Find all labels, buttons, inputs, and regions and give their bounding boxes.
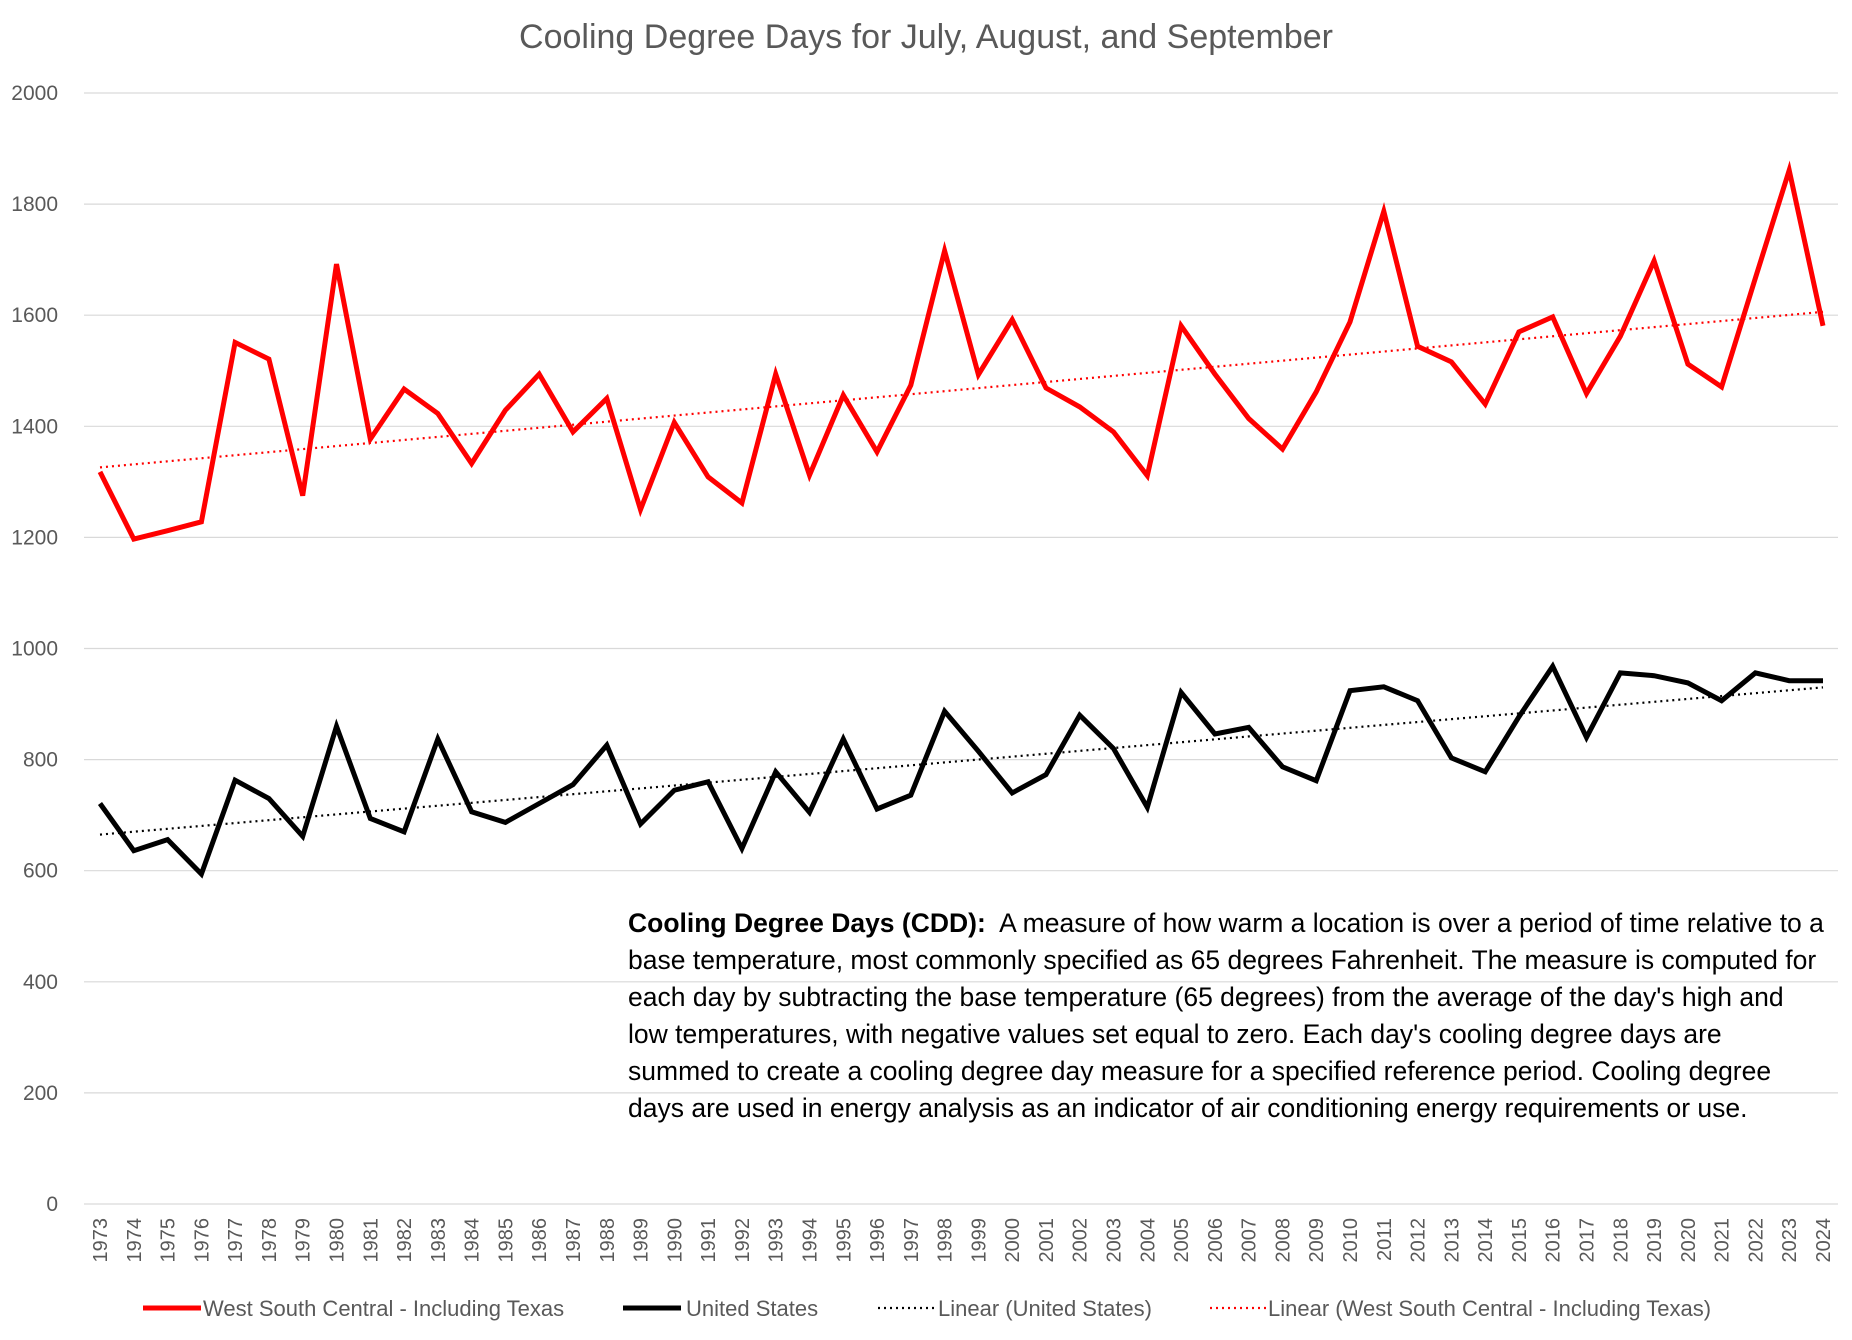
y-tick-label: 200 xyxy=(23,1082,58,1105)
x-tick-label: 2024 xyxy=(1813,1218,1835,1263)
y-tick-label: 600 xyxy=(23,860,58,883)
series-line-west-south-central-including-texas xyxy=(97,160,1826,543)
trend-line-linear-united-states- xyxy=(99,686,1824,836)
x-tick-label: 1992 xyxy=(732,1218,754,1263)
y-tick-label: 800 xyxy=(23,749,58,772)
x-tick-label: 1975 xyxy=(158,1218,180,1263)
x-tick-label: 1982 xyxy=(394,1218,416,1263)
x-tick-label: 2022 xyxy=(1745,1218,1767,1263)
y-tick-label: 400 xyxy=(23,971,58,994)
x-tick-label: 1995 xyxy=(833,1218,855,1263)
x-tick-label: 1985 xyxy=(495,1218,517,1263)
x-tick-label: 1987 xyxy=(563,1218,585,1263)
x-tick-label: 1977 xyxy=(225,1218,247,1263)
x-tick-label: 1976 xyxy=(191,1218,213,1263)
x-tick-label: 1974 xyxy=(124,1218,146,1263)
y-tick-label: 2000 xyxy=(11,82,58,105)
x-tick-label: 2007 xyxy=(1239,1218,1261,1263)
legend-label: United States xyxy=(686,1296,818,1321)
legend-label: West South Central - Including Texas xyxy=(203,1296,564,1321)
x-tick-label: 1983 xyxy=(428,1218,450,1263)
x-tick-label: 1988 xyxy=(597,1218,619,1263)
x-tick-label: 1980 xyxy=(326,1218,348,1263)
x-tick-label: 2016 xyxy=(1543,1218,1565,1263)
y-tick-label: 1200 xyxy=(11,526,58,549)
x-tick-label: 1984 xyxy=(462,1218,484,1263)
y-axis-ticks: 0 200 400 600 800 1000 1200 1400 1600 1800 2000 xyxy=(11,82,58,1216)
x-tick-label: 2004 xyxy=(1137,1218,1159,1263)
x-tick-label: 2012 xyxy=(1408,1218,1430,1263)
legend-label: Linear (West South Central - Including T… xyxy=(1268,1296,1711,1321)
x-tick-label: 1996 xyxy=(867,1218,889,1263)
x-tick-label: 1979 xyxy=(293,1218,315,1263)
x-tick-label: 2002 xyxy=(1070,1218,1092,1263)
x-tick-label: 1994 xyxy=(799,1218,821,1263)
x-tick-label: 2020 xyxy=(1678,1218,1700,1263)
x-tick-label: 2021 xyxy=(1712,1218,1734,1263)
x-tick-label: 2006 xyxy=(1205,1218,1227,1263)
x-tick-label: 2010 xyxy=(1340,1218,1362,1263)
x-tick-label: 2003 xyxy=(1104,1218,1126,1263)
cdd-definition-note: Cooling Degree Days (CDD): A measure of … xyxy=(628,905,1828,1127)
cdd-definition-term: Cooling Degree Days (CDD): xyxy=(628,908,986,938)
x-tick-label: 1993 xyxy=(766,1218,788,1263)
x-tick-label: 2005 xyxy=(1171,1218,1193,1263)
y-tick-label: 0 xyxy=(46,1193,58,1216)
y-tick-label: 1000 xyxy=(11,638,58,661)
x-tick-label: 2018 xyxy=(1610,1218,1632,1263)
x-tick-label: 2023 xyxy=(1779,1218,1801,1263)
x-tick-label: 2017 xyxy=(1577,1218,1599,1263)
x-axis-ticks: 1973 1974 1975 1976 1977 1978 1979 1980 1981 1982… xyxy=(90,1218,1835,1263)
y-tick-label: 1800 xyxy=(11,193,58,216)
series-layer xyxy=(97,160,1826,879)
x-tick-label: 2013 xyxy=(1441,1218,1463,1263)
x-tick-label: 2009 xyxy=(1306,1218,1328,1263)
x-tick-label: 2000 xyxy=(1002,1218,1024,1263)
cdd-definition-text: A measure of how warm a location is over… xyxy=(628,908,1824,1123)
x-tick-label: 1999 xyxy=(968,1218,990,1263)
chart-title: Cooling Degree Days for July, August, an… xyxy=(519,18,1333,56)
x-tick-label: 1981 xyxy=(360,1218,382,1263)
trend-line-linear-west-south-central-including-texas- xyxy=(99,310,1824,469)
x-tick-label: 2001 xyxy=(1036,1218,1058,1263)
x-tick-label: 2014 xyxy=(1475,1218,1497,1263)
x-tick-label: 2008 xyxy=(1272,1218,1294,1263)
y-tick-label: 1600 xyxy=(11,304,58,327)
x-tick-label: 1989 xyxy=(631,1218,653,1263)
x-tick-label: 1990 xyxy=(664,1218,686,1263)
legend: West South Central - Including Texas Unit… xyxy=(143,1296,1711,1321)
x-tick-label: 2015 xyxy=(1509,1218,1531,1263)
x-tick-label: 2019 xyxy=(1644,1218,1666,1263)
x-tick-label: 1986 xyxy=(529,1218,551,1263)
y-tick-label: 1400 xyxy=(11,415,58,438)
legend-label: Linear (United States) xyxy=(938,1296,1152,1321)
x-tick-label: 1998 xyxy=(935,1218,957,1263)
x-tick-label: 1973 xyxy=(90,1218,112,1263)
series-line-united-states xyxy=(97,661,1823,879)
x-tick-label: 2011 xyxy=(1374,1218,1396,1261)
x-tick-label: 1978 xyxy=(259,1218,281,1263)
x-tick-label: 1997 xyxy=(901,1218,923,1263)
x-tick-label: 1991 xyxy=(698,1218,720,1263)
